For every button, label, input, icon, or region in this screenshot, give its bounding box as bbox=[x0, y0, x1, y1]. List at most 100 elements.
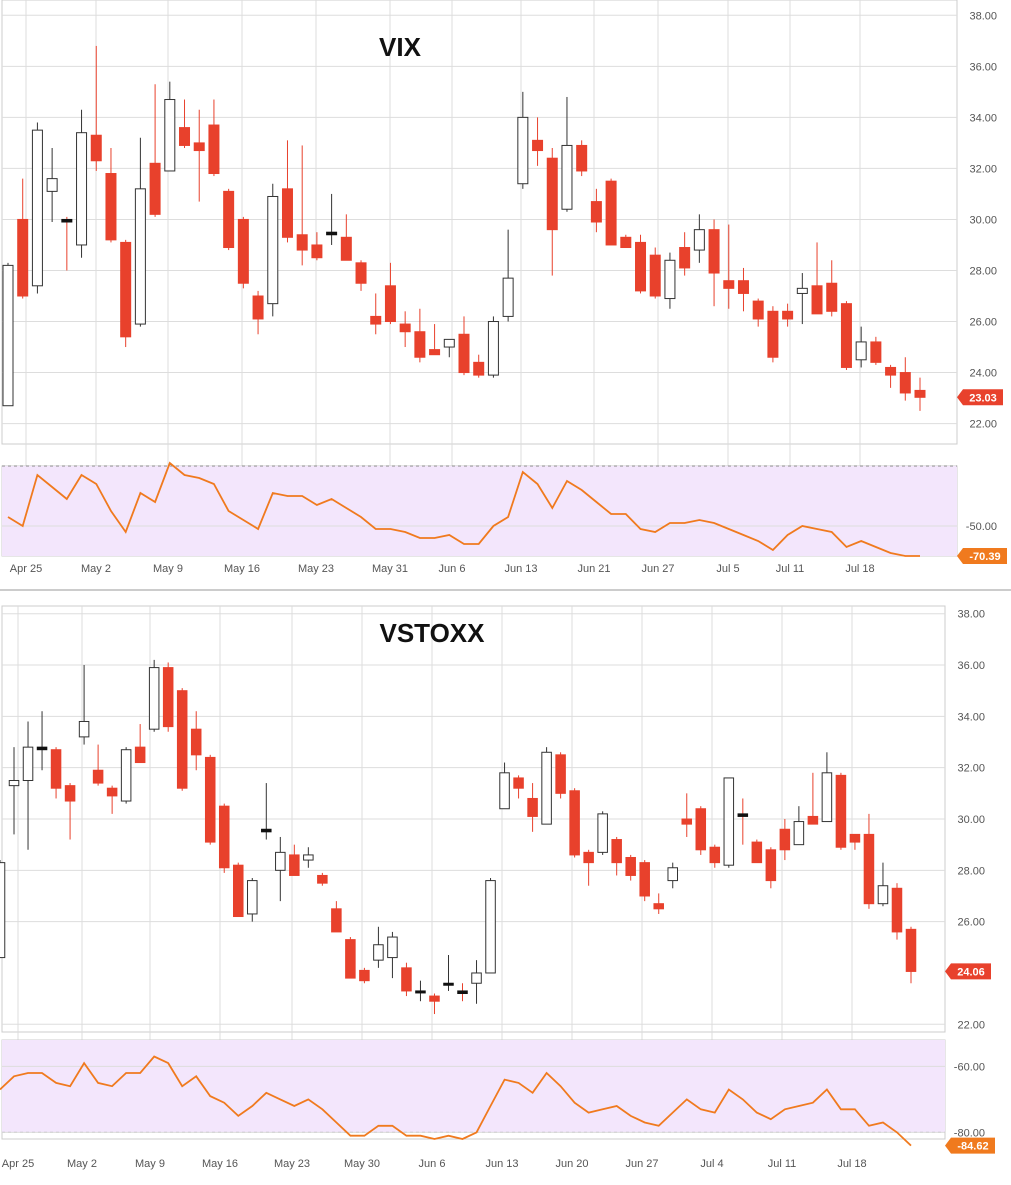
candle-body bbox=[22, 746, 34, 782]
y-tick-label: 30.00 bbox=[969, 214, 997, 226]
candle-body bbox=[401, 967, 412, 992]
candle-body bbox=[17, 218, 29, 297]
x-tick-label: Jul 18 bbox=[837, 1158, 866, 1170]
candle-body bbox=[359, 969, 370, 982]
candle-body bbox=[502, 277, 514, 317]
candle-body bbox=[90, 134, 102, 162]
indicator-tick-label: -60.00 bbox=[954, 1061, 985, 1073]
candle-body bbox=[46, 178, 58, 192]
candle-body bbox=[605, 180, 617, 246]
x-tick-label: Jul 18 bbox=[845, 563, 874, 575]
candle-body bbox=[0, 862, 6, 959]
y-tick-label: 30.00 bbox=[957, 814, 985, 826]
candle-body bbox=[723, 280, 735, 289]
candle-body bbox=[796, 287, 808, 294]
candle-body bbox=[326, 231, 338, 236]
candle-body bbox=[737, 813, 749, 817]
candle-body bbox=[569, 790, 580, 856]
x-tick-label: May 23 bbox=[298, 563, 334, 575]
candle-body bbox=[723, 777, 735, 866]
x-tick-label: Jun 6 bbox=[439, 563, 466, 575]
y-tick-label: 38.00 bbox=[969, 10, 997, 22]
x-tick-label: Jun 27 bbox=[641, 563, 674, 575]
candle-body bbox=[664, 259, 676, 300]
candle-body bbox=[64, 785, 76, 802]
last-price-label: 24.06 bbox=[957, 966, 985, 978]
y-tick-label: 34.00 bbox=[957, 711, 985, 723]
last-indicator-badge bbox=[945, 1137, 995, 1154]
x-tick-label: May 16 bbox=[224, 563, 260, 575]
candle-body bbox=[737, 280, 749, 294]
candle-body bbox=[193, 142, 205, 152]
candle-body bbox=[247, 880, 258, 915]
candle-body bbox=[855, 341, 867, 361]
candle-body bbox=[826, 282, 838, 312]
candle-body bbox=[105, 173, 117, 241]
candle-body bbox=[885, 366, 897, 376]
y-tick-label: 34.00 bbox=[969, 112, 997, 124]
candle-body bbox=[561, 144, 573, 210]
candle-body bbox=[106, 787, 118, 797]
candle-body bbox=[179, 127, 191, 146]
candle-body bbox=[695, 808, 707, 851]
x-tick-label: May 16 bbox=[202, 1158, 238, 1170]
last-price-badge bbox=[945, 963, 991, 980]
candle-body bbox=[443, 338, 455, 348]
candle-body bbox=[8, 780, 20, 787]
candle-body bbox=[625, 856, 636, 876]
candle-body bbox=[611, 839, 622, 864]
candle-body bbox=[821, 772, 833, 823]
x-tick-label: Jul 11 bbox=[776, 563, 805, 575]
chart-title: VIX bbox=[379, 32, 422, 62]
candle-body bbox=[811, 285, 823, 315]
candle-body bbox=[870, 341, 882, 363]
candle-body bbox=[779, 828, 791, 851]
candle-body bbox=[635, 241, 647, 292]
candle-body bbox=[840, 303, 852, 368]
candle-body bbox=[891, 887, 903, 933]
candle-body bbox=[914, 389, 926, 398]
candle-body bbox=[415, 990, 426, 994]
indicator-band bbox=[2, 1040, 945, 1133]
candle-body bbox=[340, 236, 352, 261]
candle-body bbox=[532, 139, 544, 152]
y-tick-label: 36.00 bbox=[957, 660, 985, 672]
candle-body bbox=[223, 190, 235, 249]
candle-body bbox=[303, 854, 314, 861]
candle-body bbox=[399, 323, 411, 333]
candle-body bbox=[61, 218, 73, 223]
y-tick-label: 26.00 bbox=[969, 317, 997, 329]
x-tick-label: Jun 13 bbox=[485, 1158, 518, 1170]
candle-body bbox=[653, 903, 664, 910]
candle-body bbox=[849, 833, 861, 843]
candle-body bbox=[92, 769, 104, 784]
candle-body bbox=[204, 756, 216, 843]
candle-body bbox=[443, 982, 454, 986]
candle-body bbox=[639, 862, 650, 897]
candle-body bbox=[162, 667, 174, 728]
x-tick-label: Jun 21 bbox=[577, 563, 610, 575]
candle-body bbox=[681, 818, 693, 825]
candle-body bbox=[793, 821, 805, 846]
candle-body bbox=[473, 361, 485, 376]
candle-body bbox=[457, 990, 468, 995]
candle-body bbox=[281, 188, 293, 238]
last-indicator-label: -84.62 bbox=[957, 1141, 988, 1153]
candle-body bbox=[384, 285, 396, 323]
y-tick-label: 38.00 bbox=[957, 609, 985, 621]
candle-body bbox=[751, 841, 763, 864]
y-tick-label: 36.00 bbox=[969, 61, 997, 73]
x-tick-label: May 23 bbox=[274, 1158, 310, 1170]
indicator-line bbox=[0, 1055, 912, 1147]
x-tick-label: May 30 bbox=[344, 1158, 380, 1170]
vix-chart: 38.00 36.00 34.00 32.00 30.00 28.00 26.00 24.00… bbox=[0, 0, 1011, 591]
x-tick-label: May 9 bbox=[135, 1158, 165, 1170]
x-tick-label: Jun 20 bbox=[555, 1158, 588, 1170]
y-tick-label: 26.00 bbox=[957, 917, 985, 929]
x-tick-label: May 9 bbox=[153, 563, 183, 575]
candle-body bbox=[134, 746, 146, 764]
candle-body bbox=[555, 754, 566, 794]
candle-body bbox=[190, 728, 202, 756]
candle-body bbox=[387, 936, 398, 959]
x-tick-label: Apr 25 bbox=[2, 1158, 34, 1170]
